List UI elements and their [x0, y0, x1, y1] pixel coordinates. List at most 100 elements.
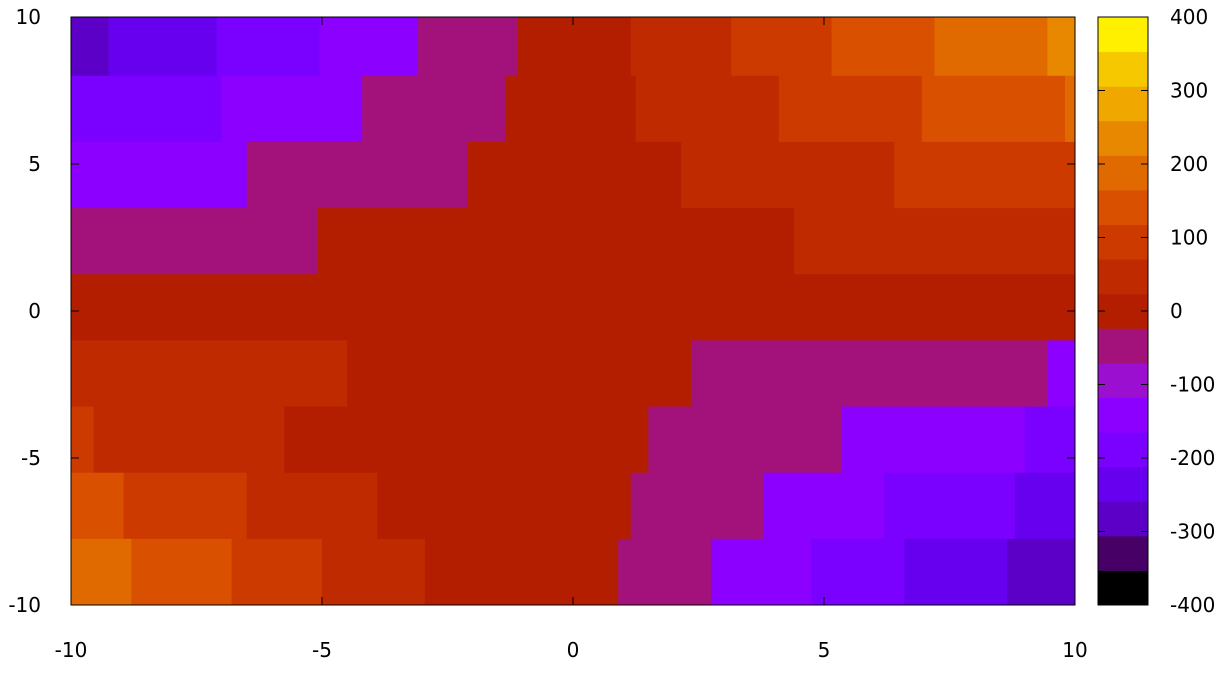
heatmap-cell: [1064, 75, 1076, 143]
heatmap-cell: [778, 75, 923, 143]
colorbar-swatch: [1098, 155, 1148, 191]
heatmap-cell: [362, 75, 506, 143]
heatmap-cell: [1047, 340, 1076, 408]
heatmap-cell: [1047, 17, 1076, 77]
heatmap-cell: [630, 17, 732, 77]
y-tick-label: 0: [28, 299, 41, 323]
heatmap-cell: [71, 538, 132, 606]
x-tick-label: 10: [1062, 638, 1087, 662]
heatmap-cell: [131, 538, 233, 606]
heatmap-cell: [246, 472, 378, 540]
heatmap-cell: [763, 472, 885, 540]
heatmap-cell: [123, 472, 248, 540]
colorbar: -400 -300 -200 -100 0 100 200 300 400: [1097, 5, 1215, 617]
heatmap-cell: [1007, 538, 1076, 606]
colorbar-tick-label: 200: [1170, 152, 1208, 176]
heatmap-cell: [1014, 472, 1076, 540]
heatmap-cell: [246, 141, 469, 209]
heatmap-cell: [517, 538, 619, 606]
heatmap-cell: [1024, 406, 1076, 474]
colorbar-swatch: [1098, 120, 1148, 156]
colorbar-swatch: [1098, 86, 1148, 122]
colorbar-tick-label: -100: [1170, 373, 1215, 397]
colorbar-tick-label: 100: [1170, 226, 1208, 250]
heatmap-cell: [904, 538, 1008, 606]
heatmap-cell: [71, 17, 110, 77]
heatmap-cell: [108, 17, 218, 77]
heatmap-cell: [71, 274, 1076, 341]
heatmap-cell: [93, 406, 285, 474]
y-tick-label: -10: [8, 593, 41, 617]
heatmap-cell: [221, 75, 363, 143]
colorbar-tick-label: 0: [1170, 299, 1183, 323]
y-tick-label: 5: [28, 152, 41, 176]
colorbar-swatch: [1098, 259, 1148, 295]
heatmap-cell: [731, 17, 833, 77]
heatmap-cell: [618, 538, 712, 606]
heatmap-cell: [322, 538, 426, 606]
heatmap-cell: [841, 406, 1026, 474]
colorbar-tick-label: -300: [1170, 520, 1215, 544]
colorbar-swatch: [1098, 466, 1148, 502]
heatmap-cell: [424, 538, 519, 606]
heatmap-cells: [71, 17, 1076, 606]
colorbar-swatch: [1098, 17, 1148, 53]
heatmap-cell: [934, 17, 1048, 77]
heatmap-cell: [71, 75, 223, 143]
colorbar-swatch: [1098, 397, 1148, 433]
heatmap-cell: [921, 75, 1066, 143]
heatmap-cell: [71, 340, 348, 408]
heatmap-cell: [347, 340, 692, 408]
heatmap-cell: [811, 538, 905, 606]
heatmap-cell: [884, 472, 1016, 540]
heatmap-cell: [231, 538, 323, 606]
heatmap-cell: [377, 472, 509, 540]
x-tick-label: -5: [312, 638, 332, 662]
colorbar-tick-label: 300: [1170, 79, 1208, 103]
x-axis: -10 -5 0 5 10: [55, 17, 1088, 662]
heatmap-cell: [505, 75, 637, 143]
y-axis: -10 -5 0 5 10: [8, 5, 1075, 617]
colorbar-swatch: [1098, 501, 1148, 537]
heatmap-cell: [680, 141, 895, 209]
heatmap-cell: [648, 406, 843, 474]
heatmap-cell: [467, 406, 649, 474]
heatmap-cell: [71, 472, 125, 540]
x-tick-label: 0: [567, 638, 580, 662]
colorbar-swatch: [1098, 328, 1148, 364]
heatmap-cell: [417, 17, 519, 77]
heatmap-cell: [71, 208, 318, 275]
heatmap-cell: [71, 141, 248, 209]
colorbar-tick-label: -200: [1170, 446, 1215, 470]
heatmap-cell: [467, 141, 682, 209]
heatmap-cell: [894, 141, 1076, 209]
heatmap-cell: [517, 17, 632, 77]
colorbar-swatch: [1098, 51, 1148, 87]
y-tick-label: 10: [16, 5, 41, 29]
colorbar-tick-label: -400: [1170, 593, 1215, 617]
colorbar-swatch: [1098, 432, 1148, 468]
heatmap-cell: [690, 340, 1048, 408]
x-tick-label: 5: [818, 638, 831, 662]
colorbar-swatch: [1098, 293, 1148, 329]
heatmap-cell: [216, 17, 320, 77]
heatmap-cell: [635, 75, 780, 143]
heatmap-cell: [831, 17, 935, 77]
x-tick-label: -10: [55, 638, 88, 662]
colorbar-swatch: [1098, 535, 1148, 571]
heatmap-cell: [284, 406, 469, 474]
colorbar-swatch: [1098, 570, 1148, 606]
heatmap-cell: [793, 208, 1076, 275]
heatmap-cell: [316, 208, 795, 275]
heatmap-cell: [319, 17, 418, 77]
colorbar-swatch: [1098, 362, 1148, 398]
heatmap-cell: [507, 472, 632, 540]
heatmap-cell: [71, 406, 95, 474]
heatmap-cell: [630, 472, 765, 540]
colorbar-swatch: [1098, 189, 1148, 226]
colorbar-tick-label: 400: [1170, 5, 1208, 29]
y-tick-label: -5: [21, 446, 41, 470]
heatmap-cell: [711, 538, 812, 606]
colorbar-swatch: [1098, 224, 1148, 260]
